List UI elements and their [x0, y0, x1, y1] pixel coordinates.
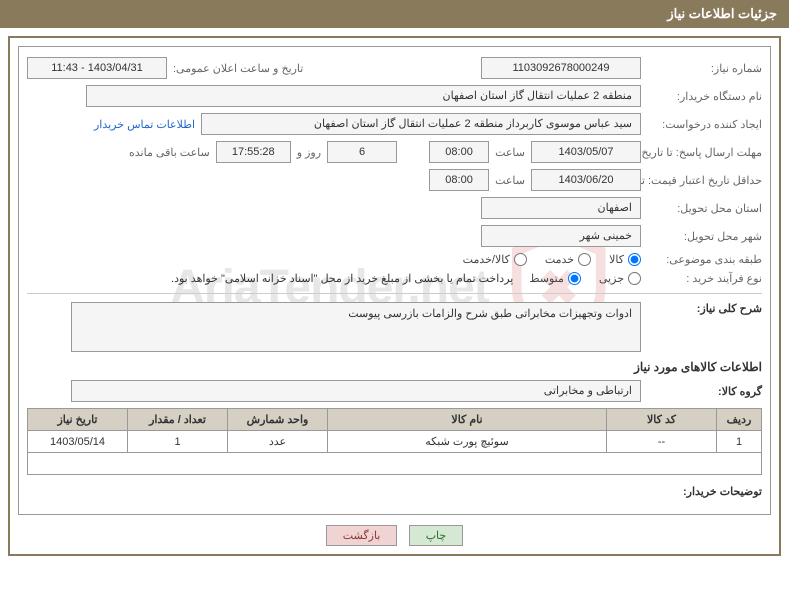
deadline-time-label: ساعت [495, 146, 525, 159]
radio-medium[interactable]: متوسط [529, 272, 581, 285]
days-remaining: 6 [327, 141, 397, 163]
cell-name: سوئیچ پورت شبکه [328, 431, 607, 453]
goods-section-title: اطلاعات کالاهای مورد نیاز [27, 360, 762, 374]
validity-label: حداقل تاریخ اعتبار قیمت: تا تاریخ: [647, 174, 762, 187]
radio-partial-input[interactable] [628, 272, 641, 285]
need-number-value: 1103092678000249 [481, 57, 641, 79]
desc-text: ادوات وتجهیزات مخابراتی طبق شرح والزامات… [71, 302, 641, 352]
radio-partial[interactable]: جزیی [599, 272, 641, 285]
contact-buyer-link[interactable]: اطلاعات تماس خریدار [94, 118, 195, 131]
announce-value: 1403/04/31 - 11:43 [27, 57, 167, 79]
radio-service[interactable]: خدمت [545, 253, 591, 266]
th-row-num: ردیف [717, 409, 762, 431]
cell-code: -- [607, 431, 717, 453]
desc-label: شرح کلی نیاز: [647, 302, 762, 315]
radio-both-input[interactable] [514, 253, 527, 266]
inner-frame: شماره نیاز: 1103092678000249 تاریخ و ساع… [18, 46, 771, 515]
city-value: خمینی شهر [481, 225, 641, 247]
category-radio-group: کالا خدمت کالا/خدمت [463, 253, 641, 266]
group-value: ارتباطی و مخابراتی [71, 380, 641, 402]
buyer-notes-label: توضیحات خریدار: [647, 485, 762, 498]
announce-label: تاریخ و ساعت اعلان عمومی: [173, 62, 303, 75]
back-button[interactable]: بازگشت [326, 525, 398, 546]
th-date: تاریخ نیاز [28, 409, 128, 431]
radio-both[interactable]: کالا/خدمت [463, 253, 527, 266]
need-number-label: شماره نیاز: [647, 62, 762, 75]
print-button[interactable]: چاپ [409, 525, 464, 546]
group-label: گروه کالا: [647, 385, 762, 398]
cell-unit: عدد [228, 431, 328, 453]
table-empty-row [28, 453, 762, 475]
page-title: جزئیات اطلاعات نیاز [667, 6, 777, 21]
th-unit: واحد شمارش [228, 409, 328, 431]
payment-note: پرداخت تمام یا بخشی از مبلغ خرید از محل … [171, 272, 513, 285]
validity-date: 1403/06/20 [531, 169, 641, 191]
th-qty: تعداد / مقدار [128, 409, 228, 431]
table-row: 1 -- سوئیچ پورت شبکه عدد 1 1403/05/14 [28, 431, 762, 453]
remaining-label: ساعت باقی مانده [129, 146, 210, 159]
category-label: طبقه بندی موضوعی: [647, 253, 762, 266]
cell-date: 1403/05/14 [28, 431, 128, 453]
process-radio-group: جزیی متوسط [529, 272, 641, 285]
requester-label: ایجاد کننده درخواست: [647, 118, 762, 131]
buyer-org-value: منطقه 2 عملیات انتقال گاز استان اصفهان [86, 85, 641, 107]
radio-medium-input[interactable] [568, 272, 581, 285]
days-label: روز و [297, 146, 321, 159]
deadline-date: 1403/05/07 [531, 141, 641, 163]
outer-frame: شماره نیاز: 1103092678000249 تاریخ و ساع… [8, 36, 781, 556]
radio-goods-input[interactable] [628, 253, 641, 266]
validity-time-label: ساعت [495, 174, 525, 187]
deadline-time: 08:00 [429, 141, 489, 163]
countdown-time: 17:55:28 [216, 141, 291, 163]
table-header-row: ردیف کد کالا نام کالا واحد شمارش تعداد /… [28, 409, 762, 431]
buyer-org-label: نام دستگاه خریدار: [647, 90, 762, 103]
page-header: جزئیات اطلاعات نیاز [0, 0, 789, 28]
validity-time: 08:00 [429, 169, 489, 191]
th-code: کد کالا [607, 409, 717, 431]
radio-service-input[interactable] [578, 253, 591, 266]
cell-row-num: 1 [717, 431, 762, 453]
deadline-label: مهلت ارسال پاسخ: تا تاریخ: [647, 146, 762, 159]
province-label: استان محل تحویل: [647, 202, 762, 215]
goods-table: ردیف کد کالا نام کالا واحد شمارش تعداد /… [27, 408, 762, 475]
radio-goods[interactable]: کالا [609, 253, 641, 266]
process-label: نوع فرآیند خرید : [647, 272, 762, 285]
requester-value: سید عباس موسوی کاربرداز منطقه 2 عملیات ا… [201, 113, 641, 135]
cell-qty: 1 [128, 431, 228, 453]
th-name: نام کالا [328, 409, 607, 431]
buttons-row: چاپ بازگشت [18, 525, 771, 546]
province-value: اصفهان [481, 197, 641, 219]
city-label: شهر محل تحویل: [647, 230, 762, 243]
